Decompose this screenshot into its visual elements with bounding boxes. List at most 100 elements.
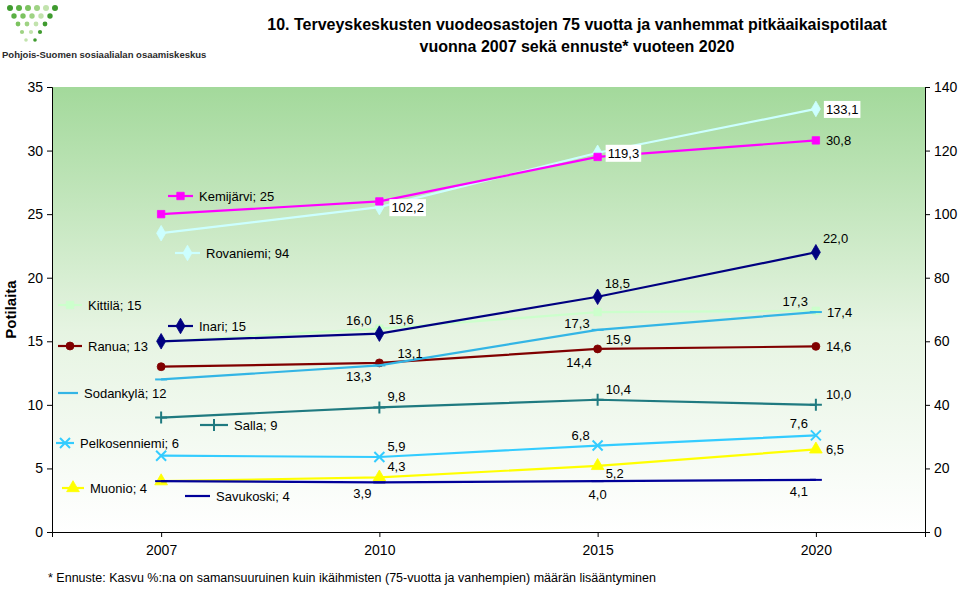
data-label: 17,3 [564,316,589,331]
tick-label: 80 [934,270,950,286]
tick-mark [925,278,930,279]
tick: 10 [27,397,52,413]
point-marker [375,326,384,342]
legend-marker [208,419,220,431]
data-label: 5,2 [606,466,624,481]
tick-mark [925,87,930,88]
data-label: ; 94 [267,246,289,261]
point-marker [810,442,823,453]
point-marker [811,101,820,117]
point-marker [594,345,602,353]
tick: 120 [925,143,958,159]
series-label-text: Salla; 9 [234,418,277,433]
tick-label: 120 [934,143,958,159]
tick: 2010 [364,532,395,558]
logo-dot [25,5,31,11]
data-label: 102,2 [391,200,424,215]
series-name: Savukoski [216,489,275,504]
series-label-text: Kemijärvi; 25 [199,189,274,204]
series-label: Kittilä; 15 [58,298,141,313]
logo-dot [20,30,24,34]
point-marker [593,145,602,161]
series-name: Rovaniemi [206,246,268,261]
series-label-text: Savukoski; 4 [216,489,290,504]
data-label: 17,4 [827,305,852,320]
point-marker [157,225,166,241]
tick: 60 [925,333,950,349]
data-label: 15,6 [388,312,413,327]
series-label-text: Kittilä; 15 [88,298,141,313]
point-marker [374,452,384,462]
tick: 30 [27,143,52,159]
y2-axis: 020406080100120140 [925,79,958,540]
data-label: 133,1 [826,102,859,117]
point-marker [373,401,385,413]
x-axis-line [53,533,926,538]
data-label: 18,5 [605,276,630,291]
logo-dot [43,22,48,27]
logo-dot [52,5,58,11]
point-marker [810,479,822,481]
data-label: ; 9 [263,418,277,433]
logo-dot [20,13,25,18]
logo-dot [29,30,33,34]
tick: 20 [27,270,52,286]
legend-marker [62,392,74,394]
series-line [161,252,816,341]
tick: 15 [27,333,52,349]
tick: 0 [925,524,942,540]
tick-label: 20 [27,270,43,286]
point-marker [156,451,166,461]
logo-dot [34,5,40,11]
data-label: ; 13 [126,339,148,354]
data-label: 13,1 [397,346,422,361]
legend-marker [66,342,74,350]
tick-mark [47,468,52,469]
title: 10. Terveyskeskusten vuodeosastojen 75 v… [267,16,887,33]
chart: Pohjois-Suomen sosiaalialan osaamiskesku… [0,0,960,590]
tick-label: 10 [27,397,43,413]
point-marker [155,474,168,485]
data-label: 15,9 [606,332,631,347]
tick-label: 40 [934,397,950,413]
series-line [161,109,816,233]
tick: 2007 [146,532,177,558]
tick: 40 [925,397,950,413]
y2-axis-line [926,88,931,533]
tick-label: 30 [27,143,43,159]
series-label: Sodankylä; 12 [58,386,166,401]
labels: Rovaniemi; 94102,2119,3133,1Kemijärvi; 2… [56,101,860,504]
data-label: ; 15 [120,298,142,313]
point-marker [373,481,385,483]
series-label: Rovaniemi; 94 [175,245,289,261]
data-label: 30,8 [826,133,851,148]
series-name: Pelkosenniemi [80,436,165,451]
logo-dot [16,5,22,11]
point-marker [373,364,385,366]
series-name: Kittilä [88,298,121,313]
data-label: 5,9 [387,439,405,454]
series-name: Kemijärvi [199,189,253,204]
point-marker [812,307,819,314]
logo-dot [34,22,39,27]
series-line [161,140,816,214]
tick-label: 2007 [146,542,177,558]
x-axis: 2007201020152020 [53,532,926,558]
data-label: ; 25 [252,189,274,204]
point-marker [157,333,166,349]
point-marker [812,342,820,350]
series-label: Pelkosenniemi; 6 [56,436,179,451]
series-line [161,312,816,379]
legend-marker [183,245,192,261]
tick-mark [47,405,52,406]
series-name: Salla [234,418,264,433]
tick: 140 [925,79,958,95]
logo-dot [43,5,49,11]
series-label-text: Rovaniemi; 94 [206,246,289,261]
series-label-text: Pelkosenniemi; 6 [80,436,179,451]
point-marker [812,137,819,144]
data-label: 14,6 [826,339,851,354]
series-name: Muonio [90,481,133,496]
tick-label: 20 [934,460,950,476]
tick-mark [925,468,930,469]
